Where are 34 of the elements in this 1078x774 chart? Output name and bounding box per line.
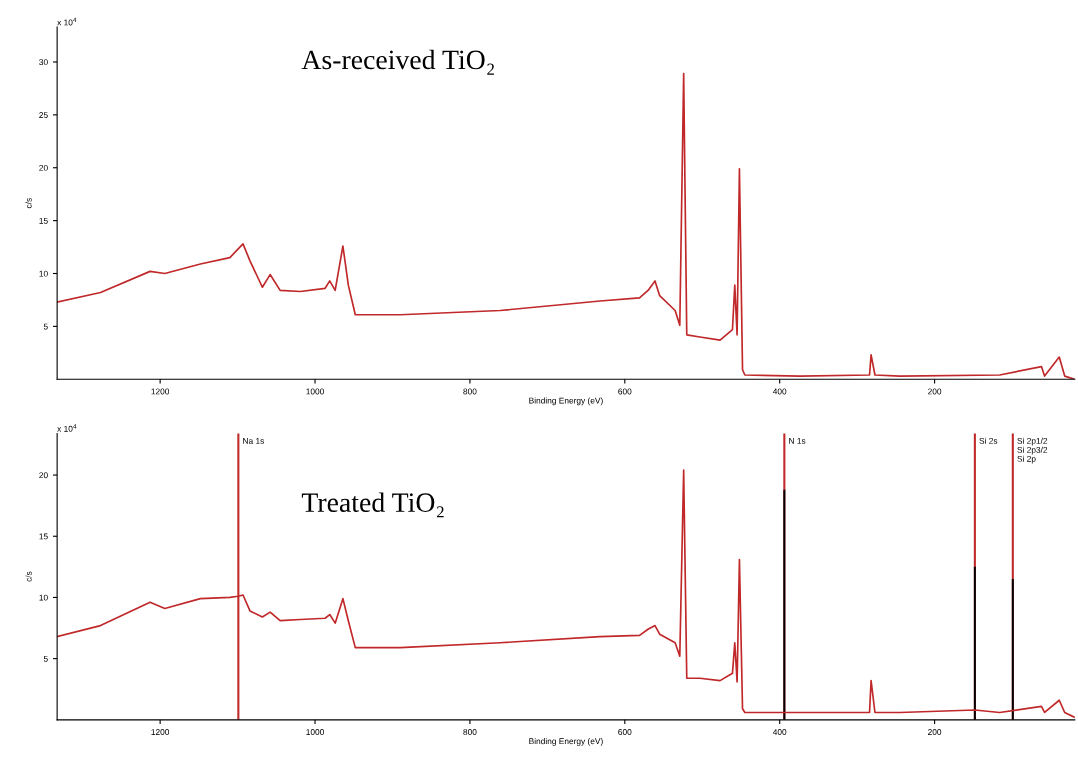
y-axis-title: c/s	[25, 571, 32, 582]
x-tick-label: 1200	[151, 388, 170, 395]
annotation: As-received TiO₂	[301, 49, 494, 75]
x-tick-label: 200	[928, 729, 942, 735]
y-tick-label: 15	[39, 217, 48, 224]
y-tick-label: 25	[39, 112, 48, 118]
x-tick-label: 600	[618, 729, 632, 735]
y-tick-label: 20	[39, 472, 48, 479]
text: x 10$^{4}$	[57, 17, 77, 26]
y-axis-title: c/s	[25, 198, 32, 209]
y-tick-label: 10	[39, 594, 48, 601]
x-axis-title: Binding Energy (eV)	[529, 397, 603, 406]
x-tick-label: 200	[928, 388, 942, 395]
x-tick-label: 800	[463, 729, 477, 735]
y-tick-label: 10	[39, 270, 48, 277]
ref-line-label: Si 2s	[979, 437, 998, 444]
annotation: Treated TiO₂	[301, 492, 444, 518]
x-tick-label: 400	[772, 388, 787, 395]
x-tick-label: 800	[463, 388, 477, 395]
x-axis-title: Binding Energy (eV)	[529, 738, 603, 746]
y-tick-label: 5	[43, 323, 48, 330]
x-tick-label: 1200	[151, 729, 170, 735]
ref-line-label: Si 2p1/2 Si 2p3/2 Si 2p	[1017, 437, 1048, 464]
x-tick-label: 1000	[306, 729, 324, 735]
y-tick-label: 15	[39, 533, 48, 540]
y-tick-label: 5	[43, 655, 48, 662]
x-tick-label: 600	[618, 388, 632, 395]
ref-line-label: Na 1s	[243, 438, 264, 444]
x-tick-label: 400	[772, 729, 787, 735]
y-tick-label: 30	[39, 59, 48, 66]
ref-line-label: N 1s	[789, 438, 806, 444]
y-tick-label: 20	[39, 164, 48, 171]
text: x 10$^{4}$	[57, 424, 77, 432]
x-tick-label: 1000	[306, 388, 324, 395]
